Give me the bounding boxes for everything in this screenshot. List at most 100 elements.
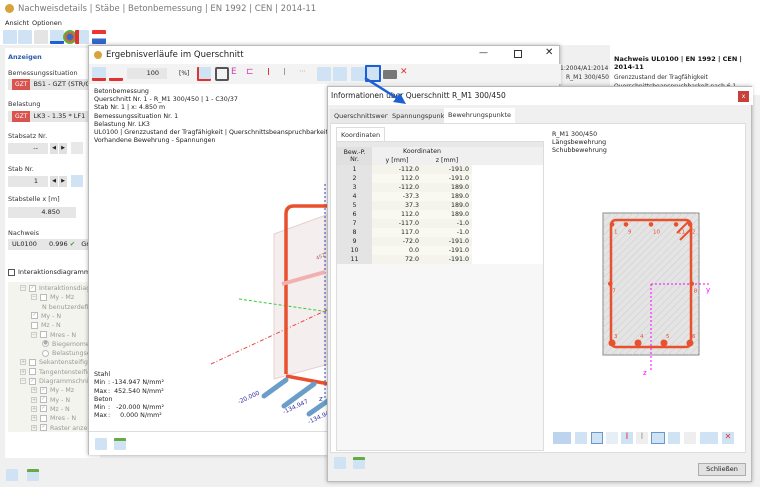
tree-item[interactable]: ✓ My - N (31, 312, 61, 322)
checkbox-icon[interactable]: ✓ (40, 424, 47, 431)
tree-item[interactable]: + ✓ My - N (31, 396, 70, 406)
checkbox-icon[interactable] (31, 321, 38, 329)
checkbox-icon[interactable]: ✓ (31, 312, 38, 320)
tree-item[interactable]: − Mres - N (31, 331, 76, 341)
section-stress-icon[interactable] (109, 67, 123, 81)
expand-icon[interactable]: − (20, 285, 26, 291)
checkbox-icon[interactable] (40, 414, 47, 422)
bemessungssituation-select[interactable]: GZT BS1 - GZT (STR/GEO (8, 79, 103, 90)
menu-ansicht[interactable]: Ansicht (5, 19, 30, 27)
print-icon[interactable] (215, 67, 229, 81)
tree-item[interactable]: Mz - N (31, 321, 61, 331)
tab-querschnittswerte[interactable]: Querschnittswerte (330, 109, 398, 123)
checkbox-icon[interactable]: ✓ (40, 396, 47, 404)
frame-icon[interactable] (197, 67, 211, 81)
table-row[interactable]: 1 -112.0 -191.0 (337, 165, 543, 174)
expand-icon[interactable]: + (31, 405, 37, 412)
tree-item[interactable]: + Sekantensteifigkeit (20, 358, 99, 368)
tree-item[interactable]: + Tangentensteifigkeit (20, 368, 103, 378)
pick-member-icon[interactable] (71, 175, 83, 187)
select-2-icon[interactable] (18, 30, 32, 44)
table-row[interactable]: 4 -37.3 189.0 (337, 192, 543, 201)
close-button[interactable]: x (738, 91, 749, 102)
expand-icon[interactable]: − (31, 294, 37, 301)
stirrup-icon[interactable] (333, 67, 347, 81)
grid-icon[interactable] (668, 432, 680, 444)
expand-icon[interactable]: − (31, 331, 37, 338)
tree-item[interactable]: Belastungse (42, 349, 91, 359)
tree-item[interactable]: N benutzerdefi (42, 303, 89, 313)
reset-icon[interactable]: ✕ (722, 432, 734, 444)
checkbox-icon[interactable]: ✓ (29, 377, 36, 385)
table-row[interactable]: 6 112.0 189.0 (337, 210, 543, 219)
pin-icon[interactable] (351, 67, 365, 81)
select-icon[interactable] (3, 30, 17, 44)
menu-optionen[interactable]: Optionen (32, 19, 62, 27)
view-select-icon[interactable] (553, 432, 571, 444)
nachweis-row[interactable]: UL0100 0.996 ✔ Gre (8, 239, 103, 250)
interaktion-checkbox[interactable]: Interaktionsdiagramm (8, 268, 90, 276)
tree-item[interactable]: + ✓ Mz - N (31, 405, 70, 415)
table-icon[interactable] (114, 438, 126, 450)
disabled-tool-icon[interactable] (34, 30, 48, 44)
minimize-button[interactable]: — (479, 48, 488, 58)
radio-icon[interactable] (42, 349, 49, 357)
close-dialog-button[interactable]: Schließen (698, 463, 746, 476)
checkbox-icon[interactable]: ✓ (40, 386, 47, 394)
search-zoom-icon[interactable] (95, 438, 107, 450)
table-icon[interactable] (27, 469, 39, 481)
expand-icon[interactable]: − (20, 378, 26, 384)
stabstelle-select[interactable]: 4.850 (8, 207, 76, 218)
checkbox-icon[interactable] (40, 293, 47, 301)
tree-item[interactable]: − My - Mz (31, 293, 74, 303)
section-forces-icon[interactable] (92, 67, 106, 81)
ibeam-icon[interactable]: I (267, 67, 270, 78)
ibeam-icon[interactable]: I (621, 432, 633, 444)
tree-item[interactable]: + ✓ My - Mz (31, 386, 74, 396)
expand-icon[interactable]: + (20, 368, 26, 375)
next-button[interactable]: ▶ (59, 143, 67, 154)
dots-icon[interactable] (651, 432, 665, 444)
maximize-button[interactable] (514, 50, 522, 58)
ibeam-gray-icon[interactable]: I (636, 432, 648, 444)
prev-button[interactable]: ◀ (50, 143, 58, 154)
tab-bewehrungspunkte[interactable]: Bewehrungspunkte (444, 108, 515, 123)
radio-icon[interactable]: ● (42, 340, 49, 348)
table-row[interactable]: 5 37.3 189.0 (337, 201, 543, 210)
expand-icon[interactable]: + (31, 396, 37, 403)
values-icon[interactable] (606, 432, 618, 444)
table-row[interactable]: 9 -72.0 -191.0 (337, 237, 543, 246)
stress-icon[interactable] (92, 30, 106, 44)
dimension-icon[interactable]: E (231, 67, 237, 77)
section-info-icon[interactable] (75, 30, 89, 44)
table-row[interactable]: 8 117.0 -1.0 (337, 228, 543, 237)
tree-item[interactable]: + ✓ Raster anzeigen (31, 424, 101, 433)
tree-item[interactable]: − ✓ Diagrammschnitt in (20, 377, 101, 387)
expand-icon[interactable]: + (31, 415, 37, 422)
table-row[interactable]: 10 0.0 -191.0 (337, 246, 543, 255)
dots-icon[interactable]: ⋯ (299, 67, 306, 75)
stab-select[interactable]: 1 (8, 176, 48, 187)
checkbox-icon[interactable]: ✓ (40, 405, 47, 413)
tree-item[interactable]: + Mres - N (31, 414, 76, 424)
disabled-icon[interactable] (684, 432, 696, 444)
search-zoom-icon[interactable] (6, 469, 18, 481)
table-icon[interactable] (353, 457, 365, 469)
table-row[interactable]: 7 -117.0 -1.0 (337, 219, 543, 228)
ibeam-gray-icon[interactable]: I (283, 67, 286, 78)
info-icon[interactable] (63, 30, 77, 44)
beam-icon[interactable] (50, 30, 64, 44)
info-section-button[interactable] (365, 65, 381, 82)
prev-button[interactable]: ◀ (50, 176, 58, 187)
zoom-input[interactable]: 100 (127, 68, 167, 79)
search-zoom-icon[interactable] (334, 457, 346, 469)
columns-icon[interactable] (317, 67, 331, 81)
tree-item[interactable]: − ✓ Interaktionsdiagramm (20, 284, 103, 294)
belastung-select[interactable]: GZT LK3 - 1.35 * LF1 + 1. (8, 111, 103, 122)
close-button[interactable]: ✕ (545, 47, 554, 58)
checkbox-icon[interactable] (29, 358, 36, 366)
table-row[interactable]: 2 112.0 -191.0 (337, 174, 543, 183)
expand-icon[interactable]: + (20, 359, 26, 366)
checkbox-icon[interactable] (40, 331, 47, 338)
expand-icon[interactable]: + (31, 424, 37, 431)
